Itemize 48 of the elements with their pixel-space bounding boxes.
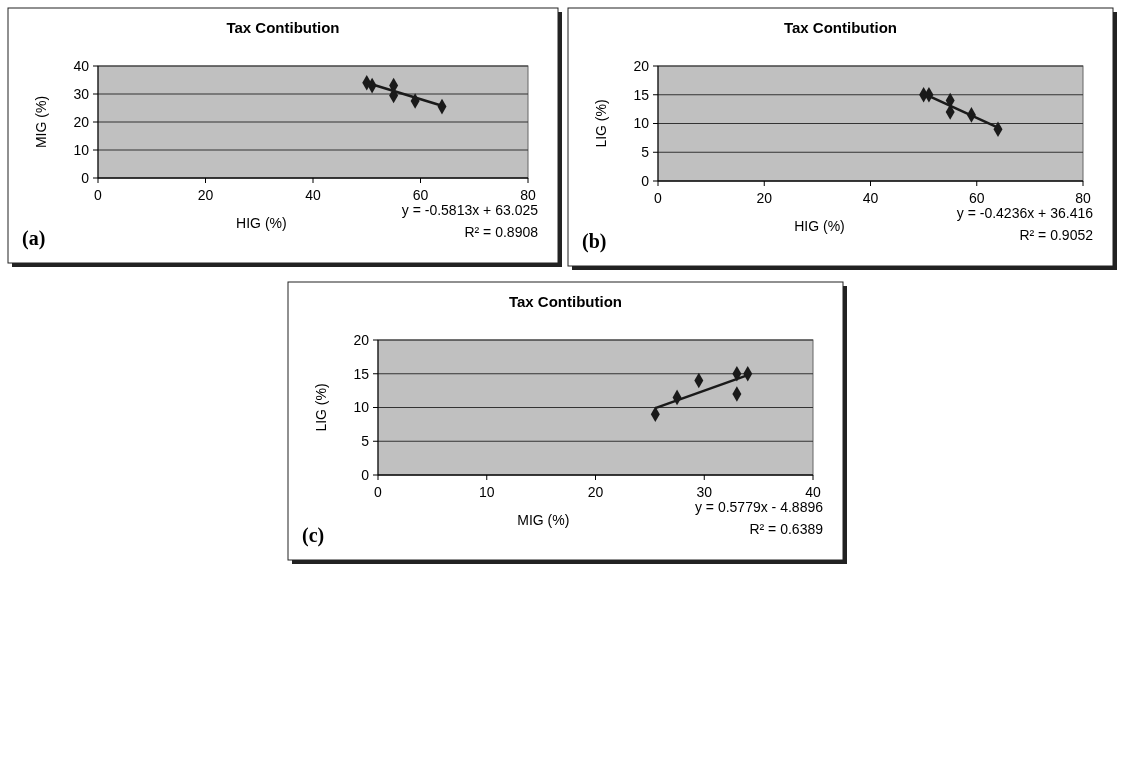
y-tick-label: 0: [81, 169, 90, 186]
y-tick-label: 30: [73, 85, 90, 102]
text: y = -0.4236x + 36.416: [956, 205, 1094, 221]
y-tick-label: 10: [633, 115, 650, 132]
chart-title: Tax Contibution: [226, 19, 340, 36]
y-tick-label: 0: [641, 172, 650, 189]
text: R² = 0.8908: [464, 224, 539, 240]
text: (b): [582, 230, 607, 253]
y-tick-label: 10: [73, 141, 90, 158]
text: R² = 0.9052: [1019, 227, 1094, 243]
text: (a): [22, 227, 46, 250]
y-tick-label: 5: [641, 144, 650, 161]
x-tick-label: 20: [587, 484, 604, 500]
y-tick-label: 15: [633, 86, 650, 103]
x-axis-title: HIG (%): [236, 215, 287, 231]
x-tick-label: 40: [305, 187, 321, 203]
y-tick-label: 20: [353, 331, 370, 348]
x-tick-label: 0: [94, 187, 103, 203]
x-tick-label: 10: [478, 484, 495, 500]
y-tick-label: 10: [353, 399, 370, 416]
text: (c): [302, 524, 325, 547]
x-tick-label: 0: [374, 484, 383, 500]
y-tick-label: 5: [361, 433, 370, 450]
text: y = 0.5779x - 4.8896: [694, 499, 824, 515]
y-tick-label: 20: [73, 113, 90, 130]
x-tick-label: 30: [696, 484, 713, 500]
x-tick-label: 20: [756, 190, 773, 206]
x-tick-label: 40: [862, 190, 879, 206]
x-tick-label: 60: [968, 190, 985, 206]
y-tick-label: 0: [361, 466, 370, 483]
x-tick-label: 0: [654, 190, 663, 206]
y-tick-label: 40: [73, 57, 90, 74]
x-axis-title: HIG (%): [794, 218, 845, 234]
x-tick-label: 80: [1075, 190, 1091, 206]
text: R² = 0.6389: [749, 521, 824, 537]
x-tick-label: 80: [520, 187, 536, 203]
x-tick-label: 20: [197, 187, 214, 203]
y-tick-label: 15: [353, 365, 370, 382]
y-tick-label: 20: [633, 57, 650, 74]
chart-title: Tax Contibution: [508, 293, 623, 310]
y-axis-title: MIG (%): [33, 95, 49, 149]
x-tick-label: 40: [805, 484, 821, 500]
y-axis-title: LIG (%): [313, 383, 329, 432]
x-tick-label: 60: [412, 187, 429, 203]
text: y = -0.5813x + 63.025: [401, 202, 539, 218]
chart-title: Tax Contibution: [783, 19, 898, 36]
x-axis-title: MIG (%): [517, 512, 570, 528]
y-axis-title: LIG (%): [593, 99, 609, 148]
